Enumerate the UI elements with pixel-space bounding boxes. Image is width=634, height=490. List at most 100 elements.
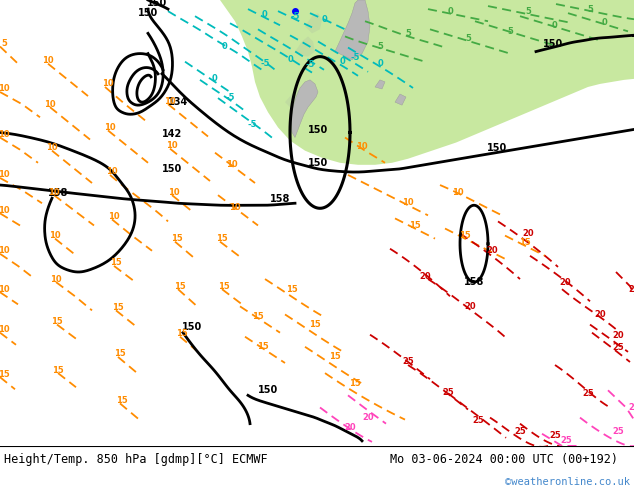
Text: 20: 20 bbox=[419, 271, 431, 281]
Polygon shape bbox=[295, 36, 315, 57]
Text: 15: 15 bbox=[459, 231, 471, 240]
Text: 25: 25 bbox=[612, 427, 624, 436]
Text: 15: 15 bbox=[176, 329, 188, 338]
Text: 10: 10 bbox=[42, 56, 54, 65]
Text: 10: 10 bbox=[166, 141, 178, 150]
Text: ©weatheronline.co.uk: ©weatheronline.co.uk bbox=[505, 477, 630, 487]
Text: 25: 25 bbox=[402, 358, 414, 367]
Text: 15: 15 bbox=[110, 258, 122, 268]
Text: 0: 0 bbox=[212, 74, 218, 83]
Text: 10: 10 bbox=[0, 325, 10, 334]
Text: 158: 158 bbox=[464, 277, 484, 287]
Text: 15: 15 bbox=[116, 396, 128, 405]
Text: 5: 5 bbox=[465, 34, 471, 43]
Text: Height/Temp. 850 hPa [gdmp][°C] ECMWF: Height/Temp. 850 hPa [gdmp][°C] ECMWF bbox=[4, 453, 268, 466]
Text: 15: 15 bbox=[216, 234, 228, 243]
Text: 10: 10 bbox=[164, 97, 176, 106]
Polygon shape bbox=[335, 0, 370, 60]
Text: -5: -5 bbox=[247, 120, 257, 129]
Text: 0: 0 bbox=[287, 55, 293, 64]
Text: 15: 15 bbox=[218, 282, 230, 291]
Text: 0: 0 bbox=[261, 10, 267, 19]
Text: -5: -5 bbox=[290, 12, 300, 21]
Text: 15: 15 bbox=[51, 317, 63, 326]
Text: 10: 10 bbox=[102, 79, 114, 88]
Text: 5: 5 bbox=[507, 27, 513, 36]
Text: 25: 25 bbox=[560, 436, 572, 445]
Text: 15: 15 bbox=[0, 369, 10, 379]
Text: 10: 10 bbox=[168, 188, 180, 196]
Text: 15: 15 bbox=[349, 379, 361, 388]
Text: 10: 10 bbox=[106, 168, 118, 176]
Text: 15: 15 bbox=[519, 238, 531, 247]
Text: 150: 150 bbox=[147, 0, 167, 8]
Text: 134: 134 bbox=[168, 97, 188, 107]
Text: 15: 15 bbox=[112, 303, 124, 312]
Text: 25: 25 bbox=[549, 431, 561, 441]
Text: 15: 15 bbox=[174, 282, 186, 291]
Text: 20: 20 bbox=[522, 229, 534, 238]
Text: 15: 15 bbox=[257, 343, 269, 351]
Text: 10: 10 bbox=[0, 84, 10, 94]
Text: 10: 10 bbox=[44, 99, 56, 109]
Text: 20: 20 bbox=[486, 246, 498, 255]
Text: 10: 10 bbox=[104, 123, 116, 132]
Text: -5: -5 bbox=[350, 53, 359, 62]
Text: 15: 15 bbox=[409, 221, 421, 230]
Text: 10: 10 bbox=[108, 212, 120, 221]
Text: 20: 20 bbox=[344, 423, 356, 432]
Text: 25: 25 bbox=[612, 343, 624, 352]
Text: 5: 5 bbox=[525, 7, 531, 16]
Text: 0: 0 bbox=[222, 42, 228, 51]
Text: 10: 10 bbox=[46, 143, 58, 152]
Text: 25: 25 bbox=[514, 427, 526, 436]
Text: 150: 150 bbox=[258, 385, 278, 395]
Text: 15: 15 bbox=[114, 349, 126, 358]
Text: 10: 10 bbox=[226, 160, 238, 170]
Text: 10: 10 bbox=[0, 246, 10, 255]
Text: 20: 20 bbox=[362, 413, 374, 422]
Text: -5: -5 bbox=[225, 93, 235, 101]
Text: 15: 15 bbox=[286, 285, 298, 294]
Text: 150: 150 bbox=[182, 321, 202, 332]
Text: 20: 20 bbox=[628, 285, 634, 294]
Text: 10: 10 bbox=[0, 285, 10, 294]
Text: 20: 20 bbox=[464, 302, 476, 311]
Text: 0: 0 bbox=[602, 18, 608, 27]
Text: 15: 15 bbox=[329, 352, 341, 362]
Text: 158: 158 bbox=[270, 194, 290, 204]
Polygon shape bbox=[395, 94, 406, 105]
Text: 5: 5 bbox=[1, 39, 7, 48]
Text: 10: 10 bbox=[50, 274, 61, 284]
Text: 10: 10 bbox=[356, 142, 368, 151]
Text: 25: 25 bbox=[472, 416, 484, 425]
Text: 10: 10 bbox=[402, 198, 414, 207]
Text: 150: 150 bbox=[308, 158, 328, 168]
Text: 0: 0 bbox=[322, 15, 328, 24]
Polygon shape bbox=[375, 80, 385, 89]
Text: 25: 25 bbox=[582, 389, 594, 398]
Text: 158: 158 bbox=[48, 188, 68, 198]
Text: 20: 20 bbox=[559, 278, 571, 287]
Text: 5: 5 bbox=[587, 4, 593, 14]
Polygon shape bbox=[360, 0, 634, 42]
Text: 25: 25 bbox=[442, 388, 454, 397]
Text: 5: 5 bbox=[377, 42, 383, 51]
Text: 150: 150 bbox=[487, 143, 507, 152]
Text: 25: 25 bbox=[628, 403, 634, 412]
Text: 10: 10 bbox=[48, 188, 60, 196]
Text: 10: 10 bbox=[0, 206, 10, 215]
Polygon shape bbox=[285, 90, 305, 109]
Text: 150: 150 bbox=[308, 125, 328, 135]
Text: 10: 10 bbox=[452, 188, 464, 196]
Polygon shape bbox=[291, 80, 318, 138]
Text: 15: 15 bbox=[309, 320, 321, 329]
Text: 10: 10 bbox=[229, 203, 241, 212]
Text: 0: 0 bbox=[447, 7, 453, 16]
Text: 150: 150 bbox=[162, 164, 182, 174]
Text: 5: 5 bbox=[405, 29, 411, 38]
Text: 0: 0 bbox=[377, 59, 383, 68]
Text: 150: 150 bbox=[138, 8, 158, 18]
Text: 0: 0 bbox=[552, 21, 558, 30]
Text: 15: 15 bbox=[171, 234, 183, 243]
